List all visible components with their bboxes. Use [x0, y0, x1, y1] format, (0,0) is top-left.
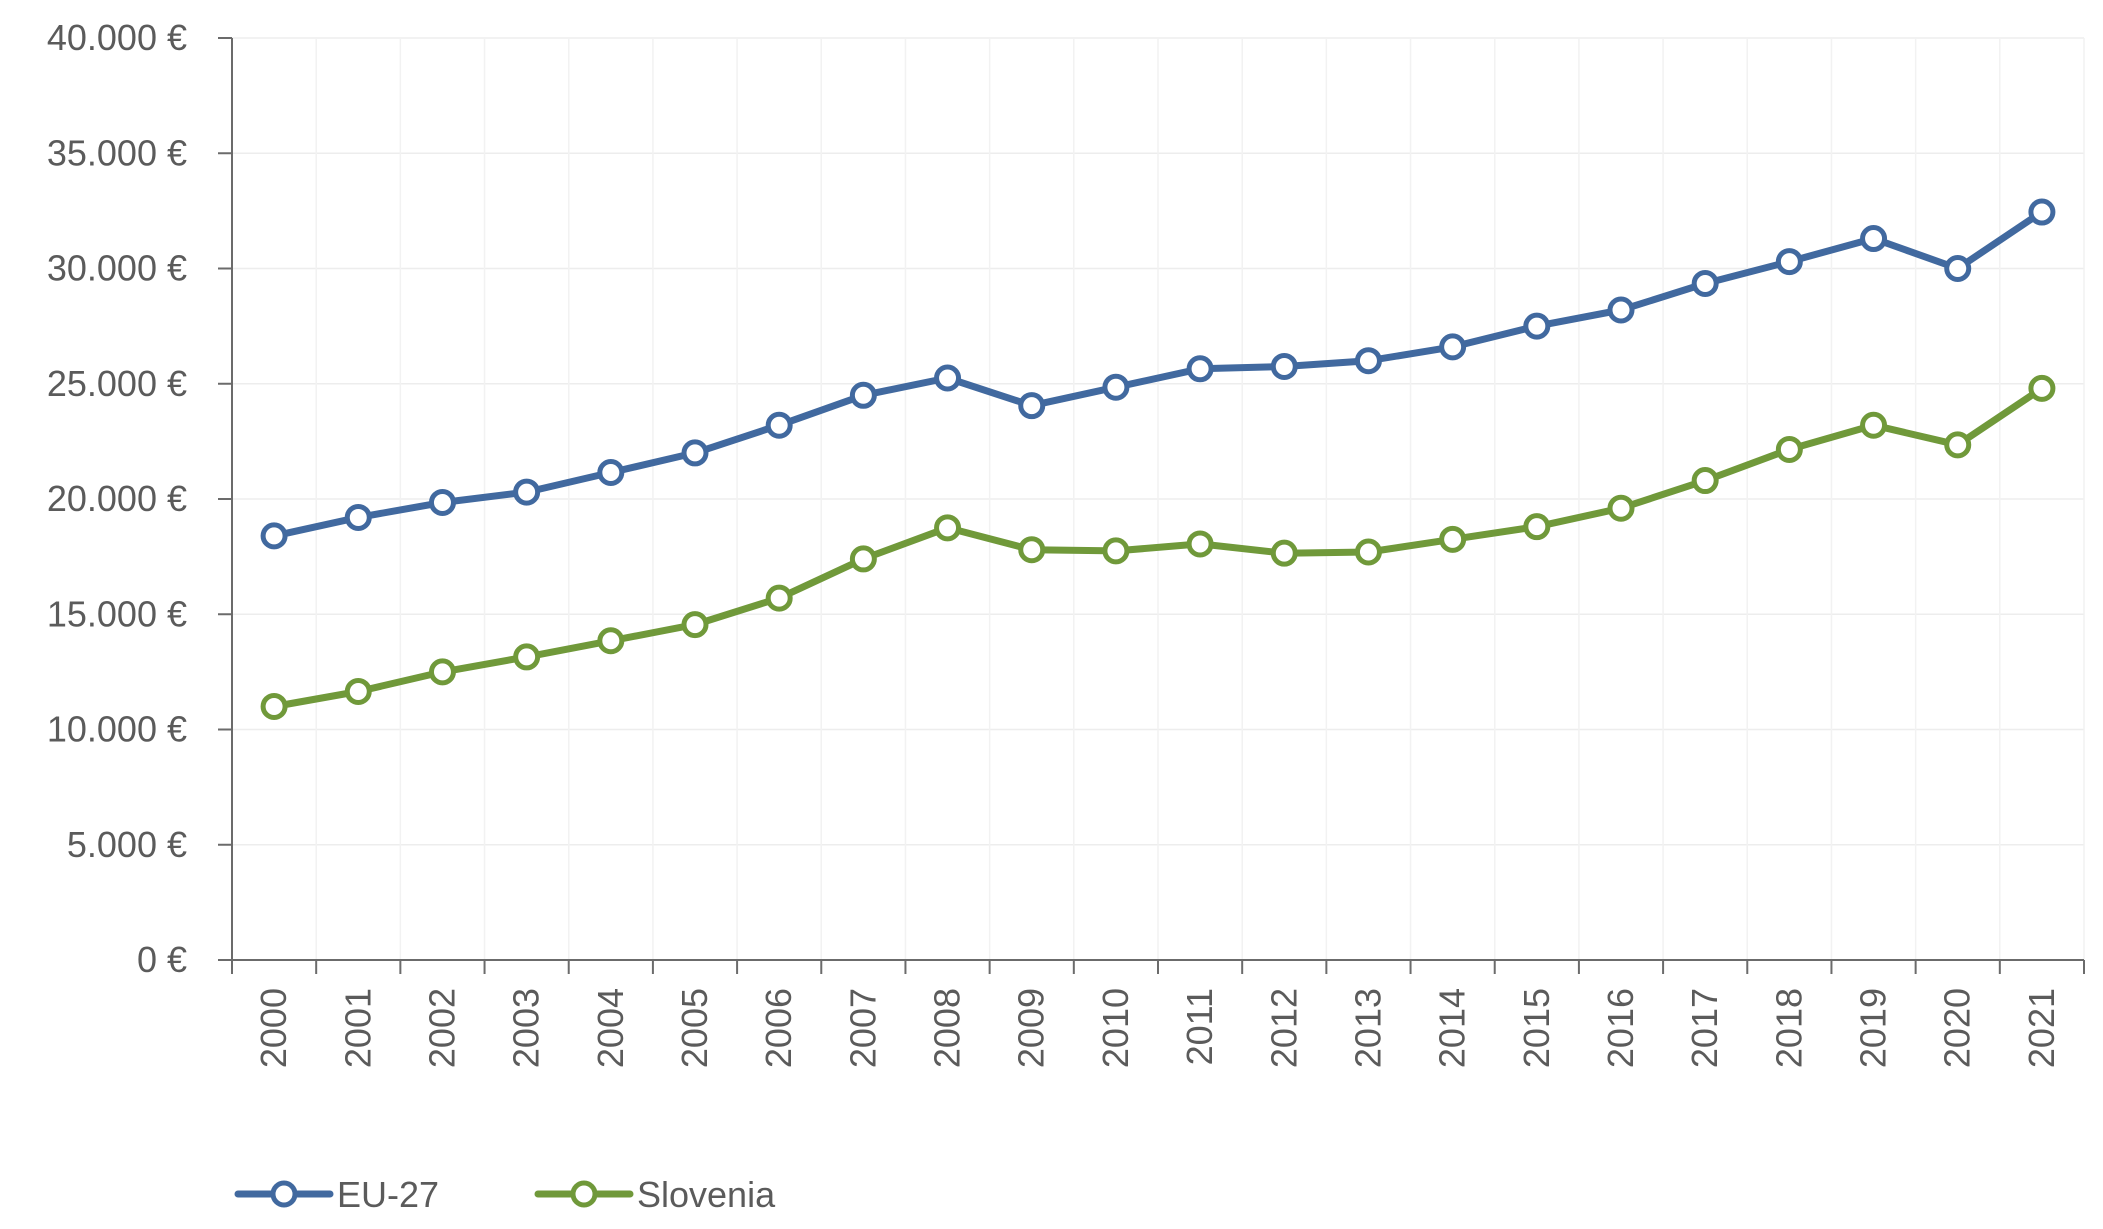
x-tick-label: 2021 — [2021, 988, 2062, 1068]
data-point — [1270, 539, 1298, 567]
data-point — [1523, 312, 1551, 340]
data-point — [1439, 525, 1467, 553]
data-point — [513, 643, 541, 671]
legend-label: EU-27 — [337, 1174, 439, 1215]
data-point — [1691, 269, 1719, 297]
x-tick-label: 2001 — [337, 988, 378, 1068]
data-point — [1607, 494, 1635, 522]
data-point — [1860, 411, 1888, 439]
data-point — [934, 364, 962, 392]
series-line — [270, 208, 2046, 540]
legend-item: EU-27 — [234, 1174, 439, 1215]
data-point — [681, 611, 709, 639]
x-tick-label: 2012 — [1263, 988, 1304, 1068]
series-eu-27 — [260, 198, 2056, 550]
x-tick-label: 2011 — [1179, 988, 1220, 1065]
data-point — [1186, 530, 1214, 558]
legend-swatch-marker — [570, 1180, 598, 1208]
x-tick-label: 2002 — [421, 988, 462, 1068]
data-point — [260, 692, 288, 720]
data-point — [1944, 431, 1972, 459]
y-tick-label: 5.000 € — [67, 824, 187, 865]
data-point — [1018, 392, 1046, 420]
data-point — [1691, 467, 1719, 495]
y-tick-label: 20.000 € — [47, 478, 187, 519]
data-point — [1944, 255, 1972, 282]
data-point — [2028, 374, 2056, 402]
data-point — [1354, 538, 1382, 566]
data-point — [1775, 435, 1803, 463]
data-point — [1523, 513, 1551, 541]
x-tick-label: 2005 — [674, 988, 715, 1068]
legend-swatch-marker — [270, 1180, 298, 1208]
data-point — [2028, 198, 2056, 226]
data-point — [765, 584, 793, 612]
axis-ticks: 0 € 5.000 € 10.000 € 15.000 € 20.000 € 25.000… — [47, 17, 2085, 1068]
series-layer — [260, 198, 2056, 720]
data-point — [849, 381, 877, 409]
data-point — [1607, 296, 1635, 324]
data-point — [1775, 248, 1803, 276]
data-point — [849, 545, 877, 573]
x-tick-label: 2006 — [758, 988, 799, 1068]
data-point — [597, 627, 625, 655]
data-point — [513, 478, 541, 506]
x-tick-label: 2010 — [1095, 988, 1136, 1068]
y-tick-label: 15.000 € — [47, 593, 187, 634]
y-tick-label: 0 € — [137, 939, 187, 980]
data-point — [260, 522, 288, 550]
x-tick-label: 2013 — [1347, 988, 1388, 1068]
data-point — [1102, 537, 1130, 565]
x-tick-label: 2014 — [1432, 988, 1473, 1068]
y-tick-label: 25.000 € — [47, 363, 187, 404]
x-tick-label: 2008 — [927, 988, 968, 1068]
x-tick-label: 2004 — [590, 988, 631, 1068]
y-tick-label: 30.000 € — [47, 248, 187, 289]
x-tick-label: 2016 — [1600, 988, 1641, 1068]
x-tick-label: 2009 — [1011, 988, 1052, 1068]
x-tick-label: 2017 — [1684, 988, 1725, 1068]
x-tick-label: 2020 — [1937, 988, 1978, 1068]
legend-label: Slovenia — [637, 1174, 776, 1215]
x-tick-label: 2019 — [1853, 988, 1894, 1068]
data-point — [1439, 333, 1467, 361]
legend: EU-27 Slovenia — [234, 1174, 776, 1215]
x-tick-label: 2015 — [1516, 988, 1557, 1068]
legend-item: Slovenia — [534, 1174, 776, 1215]
y-tick-label: 35.000 € — [47, 132, 187, 173]
data-point — [765, 411, 793, 439]
data-point — [344, 677, 372, 705]
data-point — [1354, 347, 1382, 375]
grid — [232, 37, 2085, 960]
data-point — [344, 503, 372, 531]
x-tick-label: 2007 — [842, 988, 883, 1068]
data-point — [428, 658, 456, 686]
y-tick-label: 40.000 € — [47, 17, 187, 58]
data-point — [428, 488, 456, 516]
series-slovenia — [260, 374, 2056, 720]
y-tick-label: 10.000 € — [47, 709, 187, 750]
data-point — [1018, 536, 1046, 564]
data-point — [1102, 373, 1130, 401]
data-point — [1860, 225, 1888, 253]
data-point — [1186, 355, 1214, 383]
data-point — [1270, 352, 1298, 380]
x-tick-label: 2003 — [506, 988, 547, 1068]
x-tick-label: 2000 — [253, 988, 294, 1068]
data-point — [681, 439, 709, 467]
x-tick-label: 2018 — [1768, 988, 1809, 1068]
series-line — [270, 384, 2046, 710]
data-point — [597, 458, 625, 486]
data-point — [934, 514, 962, 542]
